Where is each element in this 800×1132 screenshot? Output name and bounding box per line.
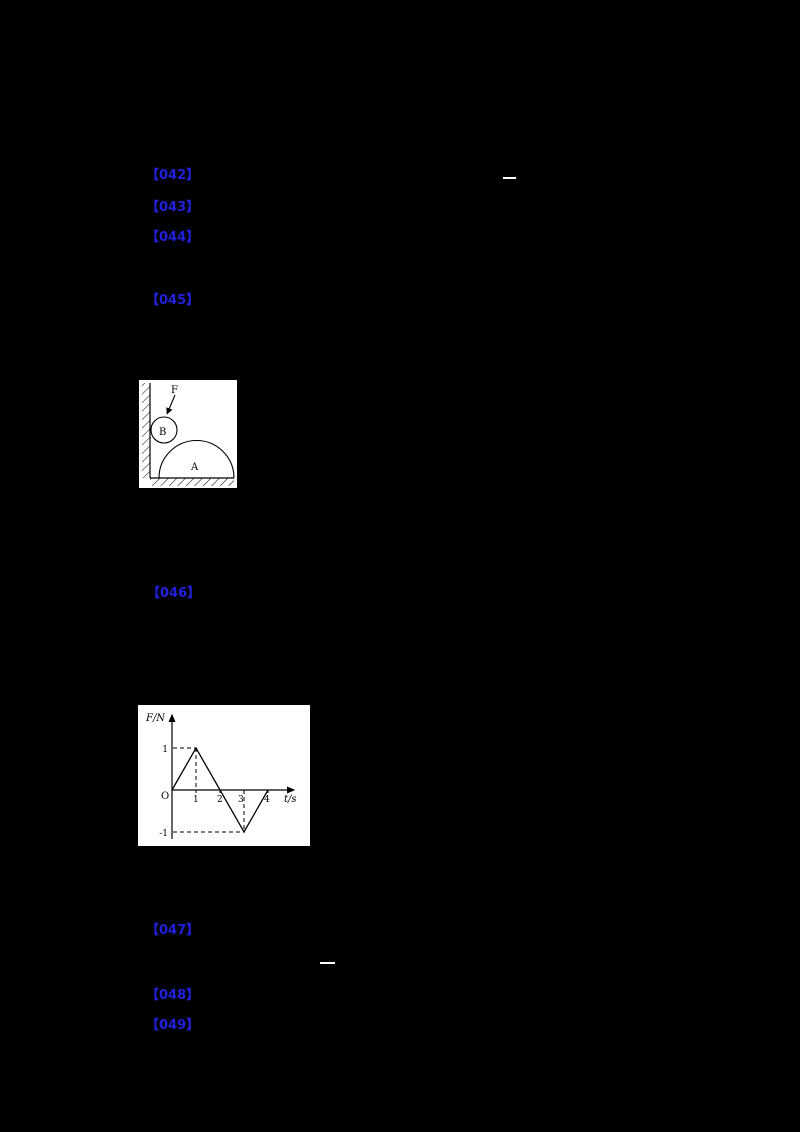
question-tag-4[interactable]: 【045】 [146,293,200,308]
y-axis-label: F/N [145,713,166,724]
question-tag-1[interactable]: 【042】 [146,168,200,183]
hemisphere-outline [158,439,235,479]
figure-mechanics: A B F [139,380,237,488]
xtick-label-4: 4 [264,795,270,805]
question-tag-5[interactable]: 【046】 [147,586,201,601]
question-tag-3[interactable]: 【044】 [146,230,200,245]
mechanics-diagram: A B F [142,383,235,486]
hemisphere-label: A [190,462,199,473]
question-tag-8[interactable]: 【049】 [146,1018,200,1033]
force-time-curve [171,746,269,834]
question-tag-2[interactable]: 【043】 [146,200,200,215]
force-time-chart: F/N t/s O 1 -1 1 2 3 4 [145,713,297,839]
x-axis-label: t/s [284,794,297,805]
xtick-label-2: 2 [217,795,223,805]
ball-label: B [159,427,166,438]
wall-hatching [142,383,150,478]
xtick-label-1: 1 [193,795,199,805]
force-label: F [171,385,178,396]
xtick-label-3: 3 [238,795,244,805]
figure-force-time-graph: F/N t/s O 1 -1 1 2 3 4 [138,705,310,846]
ball-outline [150,416,178,444]
question-tag-6[interactable]: 【047】 [146,923,200,938]
ground-hatching [150,478,234,486]
question-tag-7[interactable]: 【048】 [146,988,200,1003]
answer-blank-1 [503,177,516,179]
answer-blank-2 [320,962,335,964]
ytick-1: 1 [162,745,168,755]
force-arrow [166,394,176,415]
origin-label: O [161,791,169,802]
ytick-minus-1: -1 [159,829,168,839]
